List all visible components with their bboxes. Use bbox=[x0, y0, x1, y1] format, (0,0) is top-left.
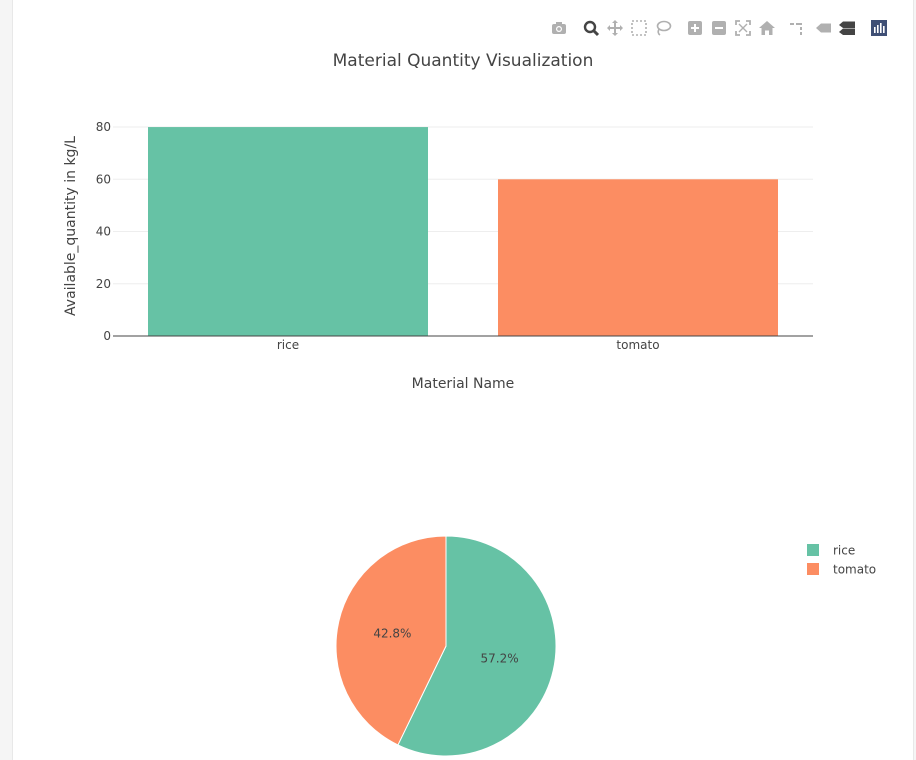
pie-slice-label: 42.8% bbox=[373, 627, 411, 641]
autoscale-button[interactable] bbox=[734, 18, 752, 38]
zoom-button[interactable] bbox=[582, 18, 600, 38]
camera-icon bbox=[552, 22, 566, 34]
zoom-out-icon bbox=[712, 21, 726, 35]
pie-slice-tomato bbox=[335, 535, 447, 746]
bar-rice bbox=[148, 127, 428, 336]
x-tick-label: rice bbox=[277, 338, 299, 352]
legend-label: rice bbox=[833, 544, 855, 558]
x-tick-label: tomato bbox=[616, 338, 659, 352]
plotly-logo-icon bbox=[871, 20, 887, 36]
pan-button[interactable] bbox=[606, 18, 624, 38]
spike-lines-icon bbox=[790, 23, 802, 35]
y-tick-label: 20 bbox=[96, 277, 111, 291]
hover-closest-icon bbox=[816, 23, 831, 33]
lasso-select-icon bbox=[656, 20, 672, 36]
x-axis-title: Material Name bbox=[412, 376, 515, 392]
box-select-icon bbox=[631, 20, 647, 36]
hover-compare-icon bbox=[839, 21, 855, 35]
reset-axes-button[interactable] bbox=[758, 18, 776, 38]
legend-swatch-tomato bbox=[807, 563, 819, 575]
bar-tomato bbox=[498, 179, 778, 336]
zoom-in-button[interactable] bbox=[686, 18, 704, 38]
lasso-select-button[interactable] bbox=[654, 18, 672, 38]
legend-swatch-rice bbox=[807, 544, 819, 556]
y-tick-label: 60 bbox=[96, 172, 111, 186]
plotly-logo-button[interactable] bbox=[870, 18, 888, 38]
y-tick-label: 80 bbox=[96, 120, 111, 134]
zoom-in-icon bbox=[688, 21, 702, 35]
reset-axes-icon bbox=[759, 21, 775, 35]
box-select-button[interactable] bbox=[630, 18, 648, 38]
autoscale-icon bbox=[735, 20, 751, 36]
pan-icon bbox=[607, 20, 623, 36]
y-axis-title: Available_quantity in kg/L bbox=[63, 136, 79, 316]
legend-label: tomato bbox=[833, 563, 876, 577]
camera-button[interactable] bbox=[550, 18, 568, 38]
hover-compare-button[interactable] bbox=[838, 18, 856, 38]
hover-closest-button[interactable] bbox=[814, 18, 832, 38]
pie-legend: rice tomato bbox=[807, 544, 876, 577]
y-tick-label: 40 bbox=[96, 225, 111, 239]
modebar bbox=[0, 0, 916, 50]
y-tick-label: 0 bbox=[103, 329, 111, 343]
zoom-icon bbox=[583, 20, 600, 37]
zoom-out-button[interactable] bbox=[710, 18, 728, 38]
spike-lines-button[interactable] bbox=[788, 18, 806, 38]
pie-slice-label: 57.2% bbox=[481, 651, 519, 665]
pie-slice-rice bbox=[397, 535, 557, 757]
chart-title: Material Quantity Visualization bbox=[333, 51, 594, 71]
